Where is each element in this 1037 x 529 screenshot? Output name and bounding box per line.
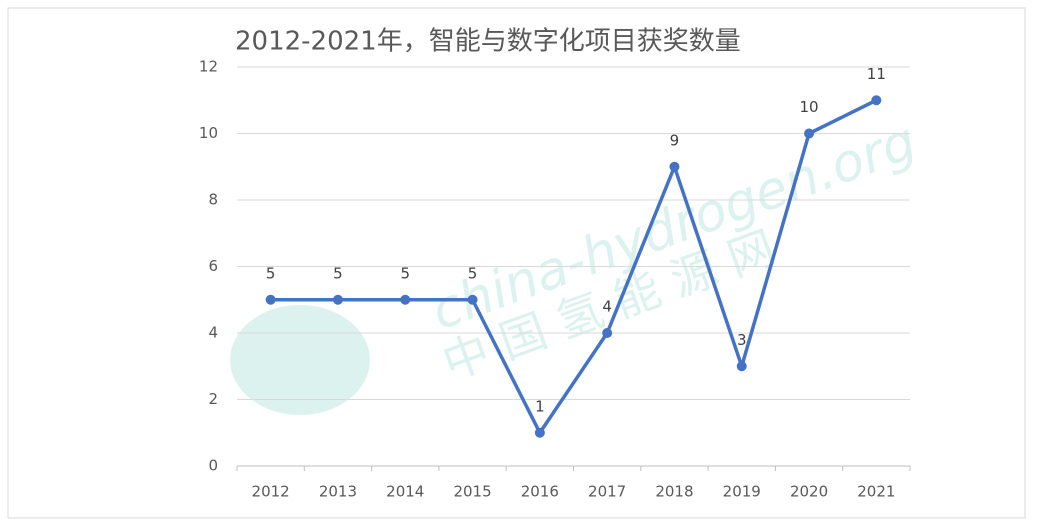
point-marker: [804, 128, 815, 139]
x-tick-label: 2016: [521, 483, 559, 501]
y-tick-label: 6: [208, 257, 218, 275]
x-tick-label: 2015: [453, 483, 491, 501]
x-tick-label: 2017: [588, 483, 626, 501]
point-marker: [400, 294, 411, 305]
data-label: 3: [737, 331, 747, 349]
point-marker: [467, 294, 478, 305]
x-tick-label: 2012: [252, 483, 290, 501]
y-tick-label: 2: [208, 390, 218, 408]
point-marker: [871, 95, 882, 106]
data-label: 5: [266, 264, 276, 282]
chart-title: 2012-2021年，智能与数字化项目获奖数量: [235, 27, 741, 57]
point-marker: [669, 161, 680, 172]
point-marker: [332, 294, 343, 305]
y-tick-label: 10: [199, 124, 218, 142]
x-tick-label: 2019: [723, 483, 761, 501]
chart-frame: [7, 7, 1026, 519]
point-marker: [602, 328, 613, 338]
y-tick-label: 12: [199, 58, 218, 76]
x-tick-label: 2020: [790, 483, 828, 501]
y-tick-label: 0: [208, 457, 218, 475]
point-marker: [265, 294, 276, 305]
data-label: 4: [602, 298, 612, 316]
data-label: 5: [468, 264, 478, 282]
point-marker: [736, 361, 747, 372]
data-label: 5: [400, 264, 410, 282]
x-tick-label: 2018: [655, 483, 693, 501]
watermark-logo: [230, 305, 370, 415]
series-line: [270, 98, 878, 435]
x-tick-label: 2013: [319, 483, 357, 501]
x-tick-label: 2014: [386, 483, 424, 501]
data-label: 1: [535, 397, 545, 415]
y-tick-label: 8: [208, 191, 218, 209]
data-label: 11: [867, 65, 886, 83]
data-label: 5: [333, 264, 343, 282]
y-tick-label: 4: [208, 324, 218, 342]
point-marker: [534, 427, 545, 438]
x-tick-label: 2021: [857, 483, 895, 501]
data-label: 10: [800, 98, 819, 116]
data-label: 9: [670, 131, 680, 149]
